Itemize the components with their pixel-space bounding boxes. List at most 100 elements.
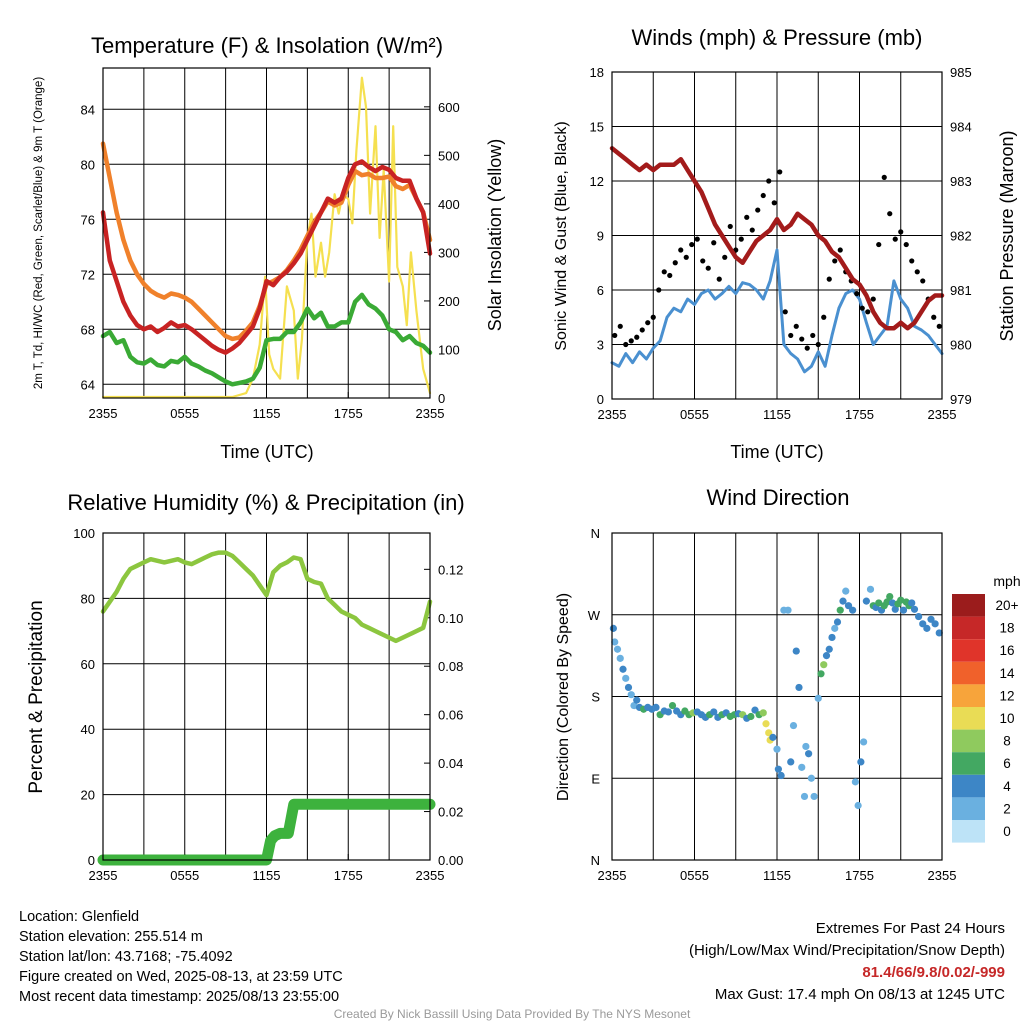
gust-point: [876, 241, 882, 248]
gust-point: [865, 309, 871, 315]
y-tick-label: 100: [73, 526, 95, 541]
credit-line: Created By Nick Bassill Using Data Provi…: [333, 1007, 691, 1021]
direction-point: [616, 654, 624, 662]
gust-point: [931, 314, 937, 320]
colorbar-tick-label: 16: [999, 643, 1014, 658]
gust-point: [788, 332, 794, 339]
gust-point: [612, 332, 618, 339]
direction-point: [619, 665, 627, 673]
direction-point: [710, 708, 718, 716]
extremes-title: Extremes For Past 24 Hours: [815, 920, 1005, 937]
gust-point: [661, 269, 667, 275]
y-right-tick-label: 0.02: [438, 805, 463, 820]
gust-point: [936, 323, 942, 329]
direction-point: [923, 624, 931, 632]
x-tick-label: 1755: [845, 868, 874, 883]
x-tick-label: 2355: [89, 406, 118, 421]
x-tick-label: 2355: [598, 868, 627, 883]
direction-point: [798, 763, 806, 771]
y-tick-label: 0: [597, 392, 604, 407]
chart-title: Temperature (F) & Insolation (W/m²): [91, 33, 443, 58]
y-tick-label: 0: [88, 853, 95, 868]
colorbar-tick-label: 10: [999, 711, 1014, 726]
direction-point: [820, 661, 828, 669]
y-tick-label: 12: [590, 174, 604, 189]
y-axis-label-right: Solar Insolation (Yellow): [485, 139, 505, 331]
y-right-tick-label: 400: [438, 197, 460, 212]
gust-point: [826, 276, 832, 282]
gust-point: [755, 207, 761, 213]
y-tick-label: 60: [81, 657, 95, 672]
y-tick-label: N: [591, 853, 600, 868]
x-tick-label: 0555: [680, 407, 709, 422]
gust-point: [832, 258, 838, 264]
station-location: Location: Glenfield: [19, 909, 140, 925]
direction-point: [842, 587, 850, 595]
y-tick-label: W: [588, 608, 601, 623]
colorbar-tick-label: 12: [999, 688, 1014, 703]
gust-point: [859, 305, 865, 311]
direction-point: [792, 647, 800, 655]
y-tick-label: 68: [81, 322, 95, 337]
direction-point: [908, 599, 916, 607]
y-right-tick-label: 500: [438, 148, 460, 163]
colorbar-tick-label: 2: [1003, 801, 1011, 816]
gust-point: [705, 265, 711, 271]
gust-point: [766, 178, 772, 184]
colorbar-swatch: [952, 684, 985, 707]
colorbar-swatch: [952, 594, 985, 617]
direction-point: [833, 618, 842, 626]
direction-point: [839, 597, 847, 605]
gust-point: [749, 227, 755, 233]
x-tick-label: 2355: [598, 407, 627, 422]
direction-point: [773, 745, 781, 753]
direction-point: [795, 683, 803, 692]
colorbar-swatch: [952, 729, 985, 753]
colorbar-swatch: [952, 820, 985, 843]
y-tick-label: 40: [81, 722, 95, 737]
figure-created: Figure created on Wed, 2025-08-13, at 23…: [19, 969, 343, 985]
gust-point: [711, 240, 717, 246]
gust-point: [887, 211, 893, 217]
direction-point: [814, 694, 822, 702]
colorbar-swatch: [952, 797, 985, 820]
direction-point: [609, 624, 617, 632]
direction-point: [828, 633, 836, 642]
y-right-tick-label: 600: [438, 100, 460, 115]
y-right-tick-label: 983: [950, 174, 972, 189]
y-tick-label: 18: [590, 65, 604, 80]
direction-point: [652, 703, 660, 712]
x-tick-label: 2355: [928, 868, 957, 883]
gust-point: [639, 327, 645, 333]
direction-point: [789, 721, 798, 730]
chart-title: Winds (mph) & Pressure (mb): [632, 25, 923, 50]
colorbar-swatch: [952, 707, 985, 730]
chart-title: Wind Direction: [706, 485, 849, 510]
x-tick-label: 0555: [170, 406, 199, 421]
gust-point: [815, 341, 821, 348]
x-tick-label: 1155: [763, 868, 791, 883]
colorbar-unit-label: mph: [993, 573, 1020, 589]
y-axis-label-left: 2m T, Td, HI/WC (Red, Green, Scarlet/Blu…: [33, 77, 45, 389]
direction-point: [860, 738, 868, 746]
direction-point: [810, 792, 818, 801]
extremes-panel: Extremes For Past 24 Hours (High/Low/Max…: [689, 918, 1005, 1006]
x-tick-label: 1155: [253, 868, 281, 883]
2m-td-line: [100, 292, 433, 387]
direction-point: [624, 683, 633, 692]
direction-point: [897, 596, 905, 604]
x-axis-label: Time (UTC): [730, 442, 823, 462]
direction-point: [627, 691, 635, 699]
direction-point: [857, 758, 865, 766]
x-tick-label: 1755: [334, 406, 363, 421]
direction-point: [611, 638, 619, 646]
extremes-values: 81.4/66/9.8/0.02/-999: [862, 964, 1005, 981]
recent-timestamp: Most recent data timestamp: 2025/08/13 2…: [19, 989, 340, 1005]
y-right-tick-label: 979: [950, 392, 972, 407]
direction-point: [836, 606, 844, 614]
y-right-tick-label: 0.04: [438, 756, 463, 771]
relative-humidity-line: [100, 550, 433, 644]
gust-point: [799, 336, 805, 342]
humidity-panel: 2355 0555 1155 1755 23550204060801000.000.02…: [26, 490, 465, 883]
